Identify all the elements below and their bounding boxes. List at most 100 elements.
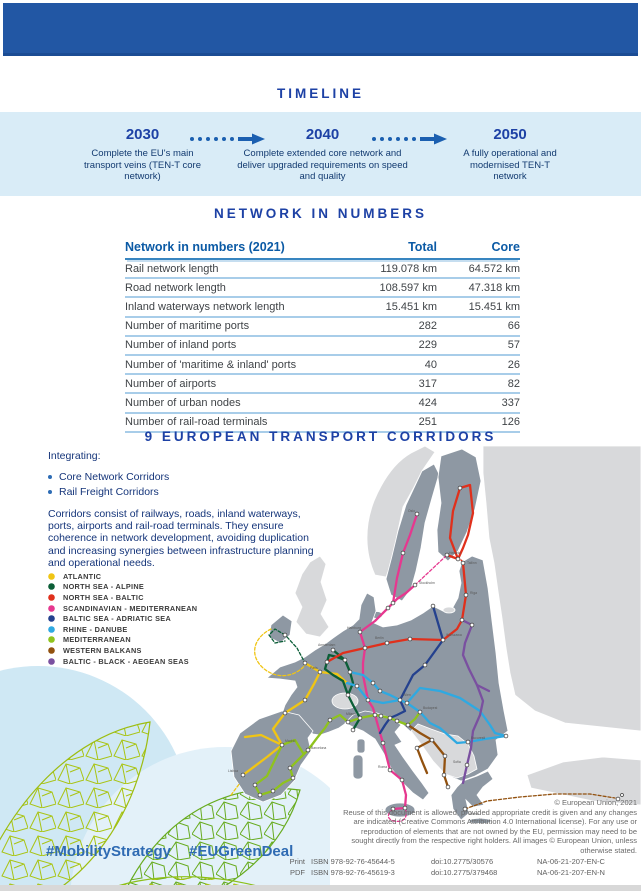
svg-text:Wien: Wien	[403, 693, 411, 697]
legend-item: NORTH SEA - BALTIC	[48, 592, 197, 603]
milestone-year: 2030	[125, 126, 160, 143]
legend-item: WESTERN BALKANS	[48, 645, 197, 656]
row-total: 317	[418, 377, 437, 390]
milestone-text: Complete extended core network and deliv…	[237, 148, 408, 182]
bullet-item: Rail Freight Corridors	[48, 486, 320, 498]
legend-dot-icon	[48, 625, 55, 633]
hashtag-mobility-strategy: #MobilityStrategy	[46, 843, 172, 860]
table-header-total: Total	[408, 240, 437, 254]
page-bottom-strip	[0, 885, 641, 891]
row-core: 126	[501, 416, 520, 429]
row-core: 337	[501, 396, 520, 409]
table-row: Number of maritime ports 282 66	[125, 318, 520, 337]
legend-label: BALTIC - BLACK - AEGEAN SEAS	[63, 656, 189, 666]
legend-dot-icon	[48, 636, 55, 644]
row-core: 82	[507, 377, 520, 390]
row-label: Inland waterways network length	[125, 300, 285, 313]
dotted-arrow-icon	[190, 133, 265, 145]
row-total: 424	[418, 396, 437, 409]
row-label: Road network length	[125, 281, 226, 294]
table-row: Rail network length 119.078 km 64.572 km	[125, 260, 520, 280]
legend-label: RHINE - DANUBE	[63, 624, 128, 634]
copyright-line: © European Union, 2021	[554, 798, 637, 807]
row-total: 229	[418, 339, 437, 352]
legend-item: NORTH SEA - ALPINE	[48, 582, 197, 593]
legend-label: BALTIC SEA - ADRIATIC SEA	[63, 614, 172, 624]
corridors-heading: 9 EUROPEAN TRANSPORT CORRIDORS	[144, 429, 497, 444]
svg-text:Roma: Roma	[378, 765, 387, 769]
europe-corridor-map: Oslo Stockholm Helsinki Tallinn Riga War…	[228, 445, 641, 823]
svg-text:Riga: Riga	[470, 591, 477, 595]
timeline-milestone-2050: 2050 A fully operational and modernised …	[455, 126, 565, 183]
table-header-label: Network in numbers (2021)	[125, 240, 285, 254]
svg-text:Hamburg: Hamburg	[347, 626, 361, 630]
legend-dot-icon	[48, 657, 55, 665]
row-label: Number of airports	[125, 377, 217, 390]
id-isbn: ISBN 978-92-76-45619-3	[311, 868, 395, 877]
row-label: Number of inland ports	[125, 339, 237, 352]
milestone-text: A fully operational and modernised TEN-T…	[463, 148, 557, 182]
svg-text:Stockholm: Stockholm	[419, 581, 435, 585]
legend-item: RHINE - DANUBE	[48, 624, 197, 635]
row-core: 64.572 km	[468, 262, 520, 275]
table-row: Number of urban nodes 424 337	[125, 394, 520, 414]
milestone-text: Complete the EU's main transport veins (…	[83, 148, 202, 182]
svg-text:Athina: Athina	[469, 812, 479, 816]
milestone-year: 2040	[305, 126, 340, 143]
svg-text:Lisboa: Lisboa	[228, 769, 238, 773]
corridors-intro: Integrating: Core Network Corridors Rail…	[48, 450, 320, 570]
row-total: 15.451 km	[385, 300, 437, 313]
legend-item: MEDITERRANEAN	[48, 635, 197, 646]
table-row: Road network length 108.597 km 47.318 km	[125, 279, 520, 299]
table-header-core: Core	[491, 240, 520, 254]
svg-text:Warszawa: Warszawa	[446, 633, 462, 637]
legend-label: MEDITERRANEAN	[63, 635, 131, 645]
id-format: Print	[289, 857, 305, 866]
legend-item: BALTIC - BLACK - AEGEAN SEAS	[48, 656, 197, 667]
id-format: PDF	[290, 868, 305, 877]
svg-text:Madrid: Madrid	[285, 739, 295, 743]
svg-text:Helsinki: Helsinki	[449, 551, 461, 555]
row-core: 66	[507, 320, 520, 333]
svg-text:Oslo: Oslo	[408, 509, 415, 513]
legend-label: NORTH SEA - BALTIC	[63, 592, 144, 602]
row-total: 119.078 km	[380, 262, 437, 275]
legend-dot-icon	[48, 594, 55, 601]
legend-label: ATLANTIC	[63, 571, 102, 581]
table-header-row: Network in numbers (2021) Total Core	[125, 236, 520, 260]
city-labels: Oslo Stockholm Helsinki Tallinn Riga War…	[228, 509, 485, 816]
row-core: 47.318 km	[468, 281, 520, 294]
row-label: Number of maritime ports	[125, 320, 250, 333]
svg-text:Tallinn: Tallinn	[467, 561, 477, 565]
hashtag-eu-green-deal: #EUGreenDeal	[189, 843, 294, 860]
legend-dot-icon	[48, 647, 55, 654]
svg-text:București: București	[471, 736, 485, 740]
table-row: Inland waterways network length 15.451 km…	[125, 298, 520, 318]
id-isbn: ISBN 978-92-76-45644-5	[311, 857, 395, 866]
campaign-hashtags: #MobilityStrategy #EUGreenDeal	[46, 843, 293, 860]
row-label: Number of urban nodes	[125, 396, 241, 409]
integrating-label: Integrating:	[48, 450, 101, 462]
legend-dot-icon	[48, 604, 55, 612]
corridor-baltic-adriatic	[378, 604, 445, 735]
legend-dot-icon	[48, 583, 55, 591]
row-core: 15.451 km	[468, 300, 520, 313]
table-row: Number of airports 317 82	[125, 375, 520, 395]
svg-text:Berlin: Berlin	[375, 636, 384, 640]
id-doi: doi:10.2775/30576	[431, 857, 494, 866]
svg-text:Amsterdam: Amsterdam	[318, 643, 336, 647]
legend-dot-icon	[48, 615, 55, 622]
milestone-year: 2050	[493, 126, 527, 143]
row-core: 26	[507, 358, 520, 371]
bullet-text: Rail Freight Corridors	[59, 485, 159, 498]
top-banner	[3, 3, 638, 56]
legend-dot-icon	[48, 572, 55, 580]
table-row: Number of 'maritime & inland' ports 40 26	[125, 356, 520, 376]
row-total: 40	[424, 358, 437, 371]
network-table: Network in numbers (2021) Total Core Rai…	[125, 236, 520, 433]
bullet-icon	[48, 489, 52, 494]
row-total: 282	[418, 320, 437, 333]
id-doi: doi:10.2775/379468	[431, 868, 498, 877]
network-heading: NETWORK IN NUMBERS	[214, 206, 427, 221]
bullet-item: Core Network Corridors	[48, 471, 320, 483]
